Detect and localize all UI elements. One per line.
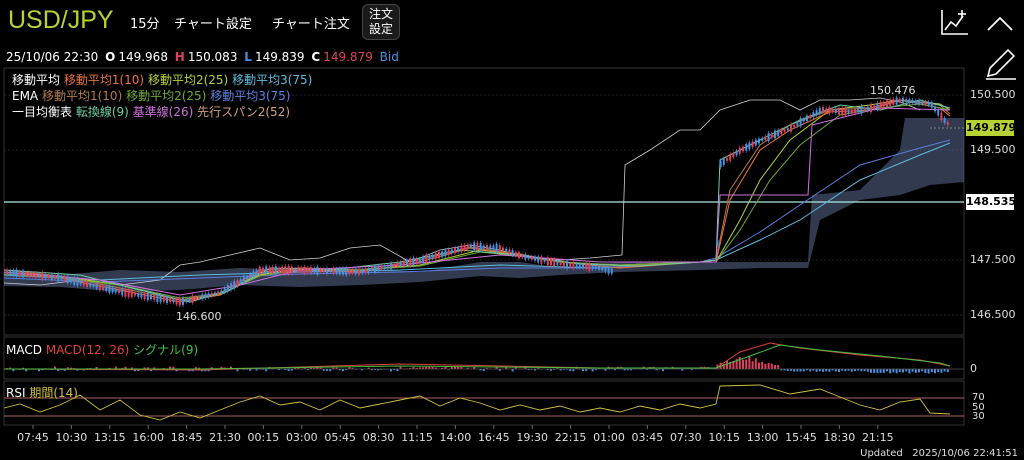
ema2-line bbox=[3, 103, 951, 299]
rsi-30-label: 30 bbox=[972, 411, 985, 422]
ohlc-readout: 25/10/06 22:30 O 149.968 H 150.083 L 149.83… bbox=[6, 50, 399, 64]
time-tick-label: 03:00 bbox=[286, 431, 318, 444]
time-tick-label: 07:45 bbox=[17, 431, 49, 444]
kijun-line bbox=[3, 107, 951, 296]
hline-price-tag[interactable]: 148.535 bbox=[966, 194, 1017, 210]
updated-footer: Updated 2025/10/06 22:41:51 bbox=[860, 448, 1018, 459]
time-tick-label: 21:15 bbox=[862, 431, 894, 444]
rsi-50-label: 50 bbox=[972, 402, 985, 413]
price-tick: 149.500 bbox=[970, 143, 1016, 156]
price-tick: 147.500 bbox=[970, 253, 1016, 266]
interval-button[interactable]: 15分 bbox=[130, 17, 160, 32]
chart-order-button[interactable]: チャート注文 bbox=[272, 17, 350, 32]
candlesticks bbox=[6, 95, 949, 308]
rsi-line bbox=[3, 384, 951, 421]
time-tick-label: 13:00 bbox=[747, 431, 779, 444]
time-tick-label: 07:30 bbox=[670, 431, 702, 444]
macd-panel bbox=[3, 336, 965, 380]
rsi-panel bbox=[3, 380, 965, 426]
time-tick-label: 18:30 bbox=[824, 431, 856, 444]
chart-settings-button[interactable]: チャート設定 bbox=[174, 17, 252, 32]
legend-macd[interactable]: MACD MACD(12, 26) シグナル(9) bbox=[6, 343, 199, 357]
time-tick-label: 16:00 bbox=[132, 431, 164, 444]
time-tick-label: 19:30 bbox=[516, 431, 548, 444]
time-tick-label: 21:30 bbox=[209, 431, 241, 444]
time-tick-label: 13:15 bbox=[94, 431, 126, 444]
time-tick-label: 03:45 bbox=[632, 431, 664, 444]
collapse-chevron-up-icon[interactable] bbox=[980, 6, 1020, 40]
time-tick-label: 01:00 bbox=[593, 431, 625, 444]
top-bar: USD/JPY 15分 チャート設定 チャート注文 注文 設定 bbox=[0, 0, 1024, 46]
low-price-label: 146.600 bbox=[176, 310, 222, 323]
legend-ema[interactable]: EMA 移動平均1(10) 移動平均2(25) 移動平均3(75) bbox=[12, 89, 291, 103]
time-tick-label: 15:45 bbox=[785, 431, 817, 444]
high-price-label: 150.476 bbox=[870, 84, 916, 97]
time-tick-label: 11:15 bbox=[401, 431, 433, 444]
time-axis: 07:45 10:30 13:15 16:00 18:45 21:30 00:15 03:00… bbox=[17, 425, 894, 444]
time-tick-label: 22:15 bbox=[555, 431, 587, 444]
legend-sma[interactable]: 移動平均 移動平均1(10) 移動平均2(25) 移動平均3(75) bbox=[12, 73, 313, 87]
time-tick-label: 14:00 bbox=[440, 431, 472, 444]
time-tick-label: 16:45 bbox=[478, 431, 510, 444]
time-tick-label: 10:30 bbox=[56, 431, 88, 444]
macd-line bbox=[3, 342, 951, 371]
symbol-title[interactable]: USD/JPY bbox=[8, 6, 114, 34]
indicator-add-icon[interactable] bbox=[938, 6, 972, 38]
macd-zero-label: 0 bbox=[970, 362, 977, 375]
time-tick-label: 00:15 bbox=[248, 431, 280, 444]
current-price-tag: 149.879 bbox=[966, 120, 1017, 136]
ichimoku-cloud bbox=[4, 118, 964, 292]
macd-signal-line bbox=[4, 344, 951, 370]
time-tick-label: 10:15 bbox=[708, 431, 740, 444]
legend-rsi[interactable]: RSI 期間(14) bbox=[6, 386, 78, 400]
price-tick: 146.500 bbox=[970, 308, 1016, 321]
grid bbox=[4, 94, 964, 316]
time-tick-label: 08:30 bbox=[363, 431, 395, 444]
time-tick-label: 18:45 bbox=[171, 431, 203, 444]
draw-pencil-icon[interactable] bbox=[978, 44, 1022, 84]
price-tick: 150.500 bbox=[970, 88, 1016, 101]
order-settings-button[interactable]: 注文 設定 bbox=[362, 4, 400, 40]
time-tick-label: 05:45 bbox=[324, 431, 356, 444]
rsi-70-label: 70 bbox=[972, 392, 985, 403]
legend-ichimoku[interactable]: 一目均衡表 転換線(9) 基準線(26) 先行スパン2(52) bbox=[12, 105, 291, 119]
